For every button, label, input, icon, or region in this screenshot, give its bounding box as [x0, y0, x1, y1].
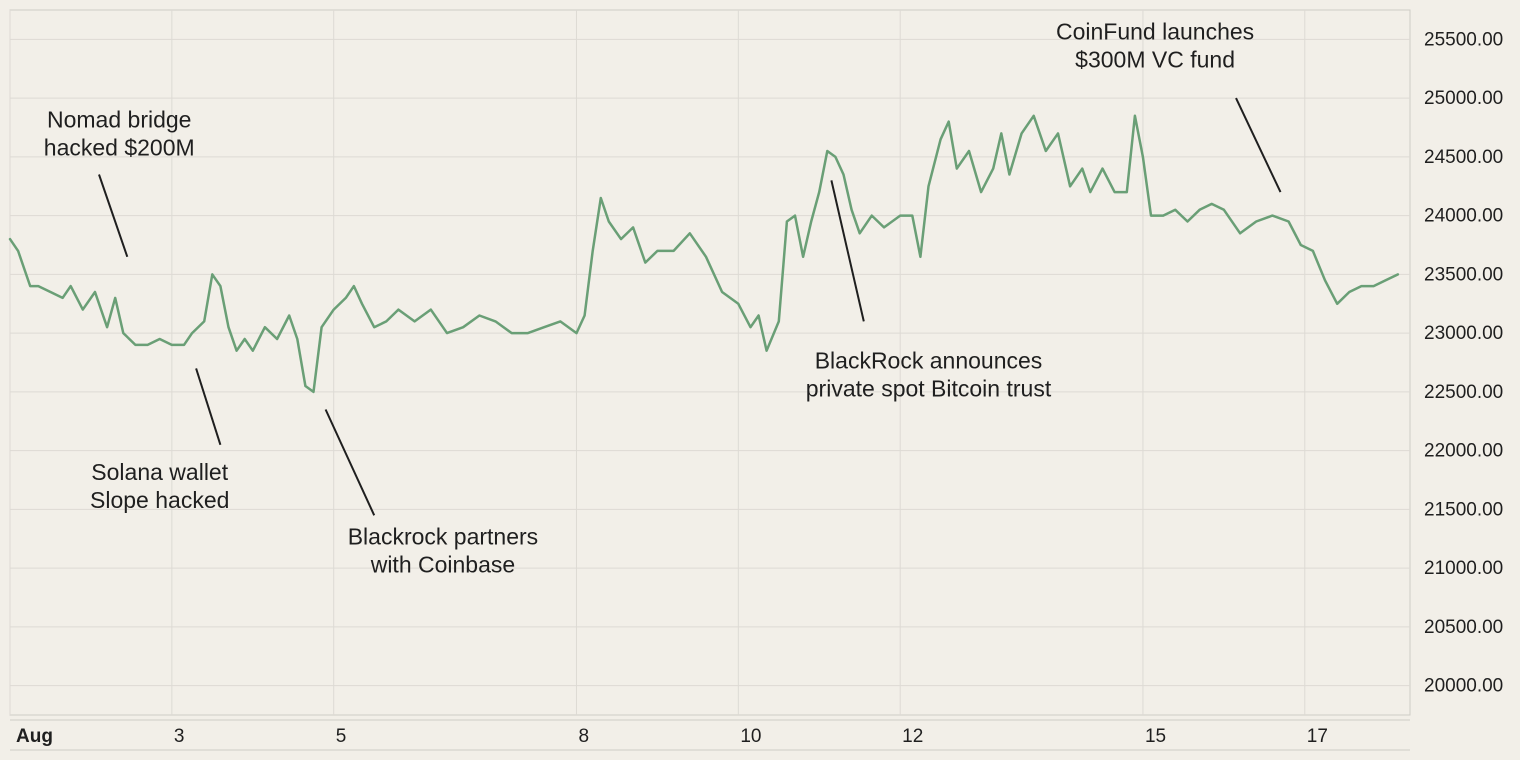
annotation-blackrock-coinbase: with Coinbase: [370, 552, 515, 578]
y-tick-label: 23500.00: [1424, 264, 1503, 285]
x-tick-label: Aug: [16, 726, 53, 747]
x-tick-label: 10: [740, 726, 761, 747]
annotation-coinfund: CoinFund launches: [1056, 18, 1254, 44]
price-chart: 20000.00 20500.00 21000.00 21500.00 22000.00…: [0, 0, 1520, 760]
annotation-coinfund: $300M VC fund: [1075, 46, 1235, 72]
annotation-blackrock-coinbase: Blackrock partners: [348, 524, 538, 550]
annotation-blackrock-trust: BlackRock announces: [815, 347, 1043, 373]
x-tick-label: 8: [578, 726, 589, 747]
y-tick-label: 23000.00: [1424, 323, 1503, 344]
chart-background: [0, 0, 1520, 760]
y-tick-label: 25500.00: [1424, 29, 1503, 50]
y-tick-label: 20000.00: [1424, 676, 1503, 697]
y-tick-label: 24500.00: [1424, 147, 1503, 168]
annotation-solana: Solana wallet: [91, 459, 228, 485]
annotation-nomad: Nomad bridge: [47, 107, 191, 133]
y-tick-label: 24000.00: [1424, 206, 1503, 227]
chart-svg: 20000.00 20500.00 21000.00 21500.00 22000.00…: [0, 0, 1520, 760]
x-tick-label: 3: [174, 726, 185, 747]
annotation-solana: Slope hacked: [90, 487, 229, 513]
x-tick-label: 5: [336, 726, 347, 747]
x-tick-label: 15: [1145, 726, 1166, 747]
x-tick-label: 12: [902, 726, 923, 747]
y-tick-label: 21000.00: [1424, 558, 1503, 579]
annotation-nomad: hacked $200M: [44, 135, 195, 161]
x-tick-label: 17: [1307, 726, 1328, 747]
y-tick-label: 25000.00: [1424, 88, 1503, 109]
annotation-blackrock-trust: private spot Bitcoin trust: [806, 375, 1052, 401]
y-tick-label: 20500.00: [1424, 617, 1503, 638]
y-tick-label: 22500.00: [1424, 382, 1503, 403]
y-tick-label: 21500.00: [1424, 499, 1503, 520]
y-tick-label: 22000.00: [1424, 441, 1503, 462]
